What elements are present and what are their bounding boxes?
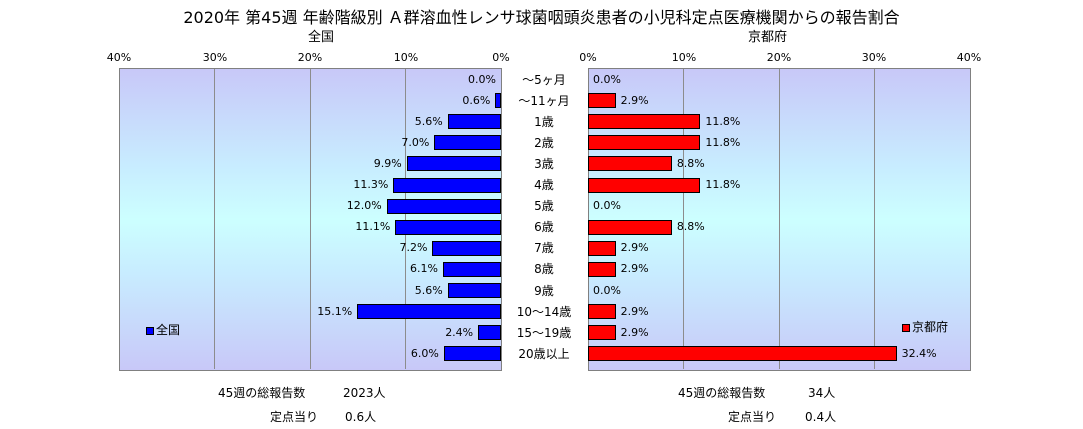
bar-zenkoku <box>447 114 501 129</box>
bar-zenkoku <box>478 325 501 340</box>
data-label-zenkoku: 15.1% <box>317 305 353 318</box>
right-tick-40: 40% <box>956 51 982 64</box>
legend-right-swatch <box>902 323 910 332</box>
data-label-zenkoku: 2.4% <box>445 326 474 339</box>
data-label-kyoto: 2.9% <box>620 94 649 107</box>
bar-zenkoku <box>393 178 501 193</box>
data-label-kyoto: 8.8% <box>676 220 705 233</box>
category-label: 9歳 <box>534 284 554 298</box>
left-tick-20: 20% <box>297 51 323 64</box>
data-label-kyoto: 11.8% <box>705 178 741 191</box>
category-label: 2歳 <box>534 136 554 150</box>
bar-zenkoku <box>495 93 501 108</box>
legend-left-label: 全国 <box>156 323 181 337</box>
data-label-zenkoku: 0.6% <box>462 94 491 107</box>
bar-kyoto <box>588 304 616 319</box>
left-total-value: 2023人 <box>343 386 386 400</box>
data-label-zenkoku: 0.0% <box>468 73 496 86</box>
data-label-kyoto: 2.9% <box>620 326 649 339</box>
data-label-zenkoku: 11.1% <box>355 220 391 233</box>
left-rate-label: 定点当り <box>270 410 319 424</box>
data-label-zenkoku: 9.9% <box>373 157 402 170</box>
left-total-label: 45週の総報告数 <box>218 386 306 400</box>
data-label-kyoto: 0.0% <box>593 73 621 86</box>
right-tick-10: 10% <box>671 51 697 64</box>
bar-kyoto <box>588 178 701 193</box>
left-tick-30: 30% <box>202 51 228 64</box>
data-label-kyoto: 2.9% <box>620 241 649 254</box>
bar-kyoto <box>588 135 701 150</box>
bar-kyoto <box>588 262 616 277</box>
category-label: 5歳 <box>534 199 554 213</box>
data-label-zenkoku: 6.0% <box>410 347 439 360</box>
category-label: ～11ヶ月 <box>518 94 570 108</box>
right-gridline-20 <box>779 69 780 369</box>
category-label: 3歳 <box>534 157 554 171</box>
bar-zenkoku <box>434 135 501 150</box>
bar-kyoto <box>588 220 672 235</box>
right-gridline-30 <box>874 69 875 369</box>
category-label: 1歳 <box>534 115 554 129</box>
right-rate-value: 0.4人 <box>805 410 837 424</box>
category-label: 4歳 <box>534 178 554 192</box>
bar-kyoto <box>588 325 616 340</box>
data-label-zenkoku: 12.0% <box>346 199 382 212</box>
category-label: 7歳 <box>534 241 554 255</box>
data-label-kyoto: 0.0% <box>593 284 621 297</box>
category-label: ～5ヶ月 <box>522 73 566 87</box>
left-gridline-30 <box>214 69 215 369</box>
left-tick-40: 40% <box>106 51 132 64</box>
category-label: 8歳 <box>534 262 554 276</box>
left-gridline-10 <box>405 69 406 369</box>
legend-right: 京都府 <box>902 318 948 335</box>
left-gridline-20 <box>310 69 311 369</box>
legend-left: 全国 <box>146 321 180 338</box>
category-label: 20歳以上 <box>518 347 570 361</box>
bar-zenkoku <box>442 262 501 277</box>
chart-title: 2020年 第45週 年齢階級別 Ａ群溶血性レンサ球菌咽頭炎患者の小児科定点医療… <box>183 8 900 27</box>
bar-zenkoku <box>406 156 501 171</box>
right-tick-0: 0% <box>579 51 597 64</box>
right-panel-title: 京都府 <box>748 30 788 45</box>
category-label: 10～14歳 <box>516 305 572 319</box>
bar-kyoto <box>588 346 897 361</box>
bar-zenkoku <box>386 199 501 214</box>
data-label-zenkoku: 7.2% <box>399 241 428 254</box>
bar-kyoto <box>588 156 672 171</box>
data-label-zenkoku: 6.1% <box>409 262 438 275</box>
right-total-value: 34人 <box>808 386 836 400</box>
bar-zenkoku <box>395 220 501 235</box>
bar-kyoto <box>588 241 616 256</box>
category-label: 15～19歳 <box>516 326 572 340</box>
right-tick-20: 20% <box>766 51 792 64</box>
legend-right-label: 京都府 <box>912 320 949 334</box>
bar-zenkoku <box>447 283 501 298</box>
bar-zenkoku <box>432 241 501 256</box>
data-label-kyoto: 0.0% <box>593 199 621 212</box>
data-label-kyoto: 2.9% <box>620 305 649 318</box>
bar-zenkoku <box>357 304 501 319</box>
data-label-zenkoku: 5.6% <box>414 115 443 128</box>
data-label-kyoto: 2.9% <box>620 262 649 275</box>
left-panel-title: 全国 <box>308 30 335 45</box>
data-label-zenkoku: 7.0% <box>401 136 430 149</box>
data-label-kyoto: 32.4% <box>901 347 937 360</box>
bar-kyoto <box>588 93 616 108</box>
right-rate-label: 定点当り <box>728 410 777 424</box>
data-label-kyoto: 11.8% <box>705 136 741 149</box>
left-rate-value: 0.6人 <box>345 410 377 424</box>
right-total-label: 45週の総報告数 <box>678 386 766 400</box>
bar-zenkoku <box>443 346 501 361</box>
data-label-zenkoku: 5.6% <box>414 284 443 297</box>
data-label-kyoto: 11.8% <box>705 115 741 128</box>
category-label: 6歳 <box>534 220 554 234</box>
right-gridline-10 <box>683 69 684 369</box>
left-tick-10: 10% <box>393 51 419 64</box>
data-label-zenkoku: 11.3% <box>353 178 389 191</box>
legend-left-swatch <box>146 326 154 335</box>
bar-kyoto <box>588 114 701 129</box>
data-label-kyoto: 8.8% <box>676 157 705 170</box>
left-tick-0: 0% <box>492 51 510 64</box>
right-tick-30: 30% <box>861 51 887 64</box>
